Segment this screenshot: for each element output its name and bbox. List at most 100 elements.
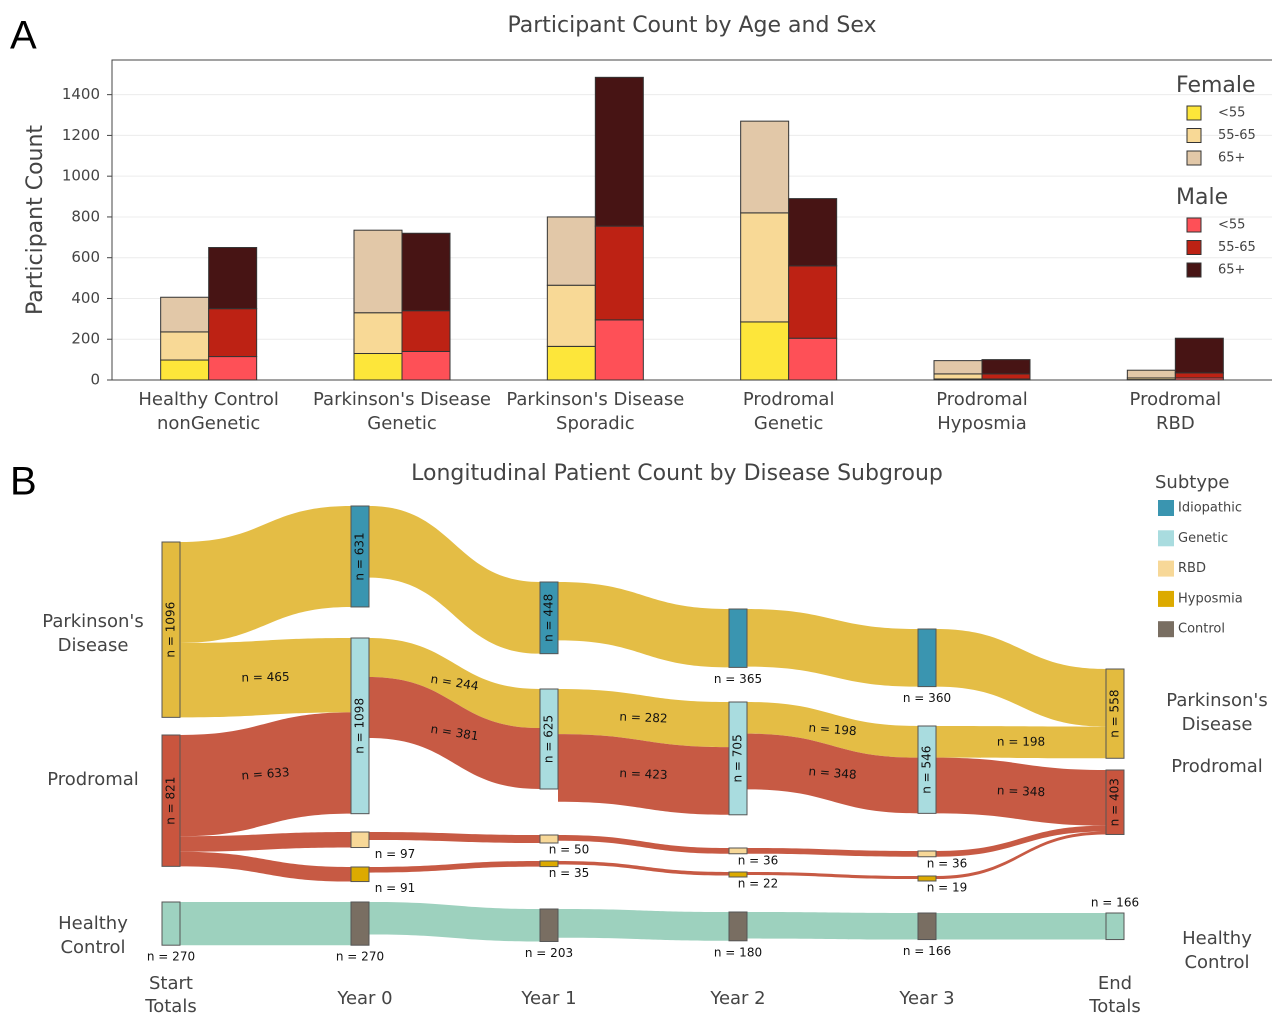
bar-segment (740, 321, 790, 381)
y-tick-label: 1200 (62, 126, 100, 144)
node (539, 688, 559, 790)
node-label: n = 91 (375, 881, 416, 895)
node-label: n = 203 (525, 946, 573, 960)
chart-title: Longitudinal Patient Count by Disease Su… (411, 461, 943, 486)
flow (369, 677, 540, 789)
bar-segment (933, 360, 983, 375)
flow (369, 638, 540, 729)
bar-segment (594, 319, 644, 381)
node (350, 505, 370, 608)
node-label: n = 50 (549, 843, 590, 857)
flow (936, 726, 1106, 759)
y-tick-label: 600 (71, 248, 100, 266)
flow (369, 861, 540, 873)
node (539, 908, 559, 942)
node (917, 875, 937, 882)
x-tick-label: nonGenetic (157, 413, 260, 434)
legend-label: 55-65 (1218, 128, 1256, 143)
y-tick-label: 400 (71, 289, 100, 307)
node-label: n = 270 (336, 950, 384, 964)
flow (180, 506, 351, 643)
node (161, 901, 181, 946)
flow (558, 909, 729, 941)
column-label: Start (149, 973, 193, 994)
bar-segment (788, 337, 838, 381)
flow (558, 689, 729, 748)
x-tick-label: Prodromal (743, 389, 835, 410)
bar-segment (740, 120, 790, 214)
legend-label: <55 (1218, 106, 1245, 121)
node (350, 637, 370, 815)
bar-segment (546, 284, 596, 347)
node-label: n = 546 (920, 746, 934, 794)
node-label: n = 448 (542, 594, 556, 642)
y-axis-title: Participant Count (23, 125, 48, 315)
flow-label: n = 423 (619, 766, 668, 782)
group-label: Disease (1182, 714, 1253, 735)
bar-segment (546, 216, 596, 286)
bar-segment (1126, 369, 1176, 379)
flow (936, 757, 1106, 826)
legend-label: Hyposmia (1178, 591, 1243, 606)
legend-label: Idiopathic (1178, 501, 1242, 516)
legend-label: 55-65 (1218, 240, 1256, 255)
node-label: n = 36 (738, 853, 779, 867)
flow (369, 902, 540, 942)
flow (558, 861, 729, 876)
node-label: n = 625 (542, 715, 556, 763)
legend-swatch (1186, 262, 1202, 278)
node (539, 860, 559, 868)
group-label: Healthy (1182, 928, 1252, 949)
y-tick-label: 1400 (62, 85, 100, 103)
panel-letter: A (10, 14, 37, 58)
bar-segment (208, 356, 258, 381)
flow (180, 712, 351, 837)
x-tick-label: Sporadic (556, 413, 635, 434)
legend-swatch (1158, 560, 1174, 577)
node-label: n = 19 (927, 881, 968, 895)
bar-segment (788, 265, 838, 339)
bar-segment (160, 296, 210, 333)
group-label: Control (1184, 952, 1249, 973)
column-label: Totals (144, 996, 196, 1015)
legend-swatch (1158, 500, 1174, 516)
flow (936, 825, 1106, 857)
group-label: Prodromal (47, 769, 139, 790)
flow (558, 734, 729, 815)
y-tick-label: 200 (71, 330, 100, 348)
node-label: n = 821 (164, 777, 178, 825)
bar-segment (1174, 372, 1224, 379)
x-tick-label: Genetic (754, 413, 823, 434)
axis-frame (111, 59, 1272, 381)
node-label: n = 1096 (164, 602, 178, 658)
legend-title: Subtype (1155, 472, 1229, 493)
legend-swatch (1186, 128, 1202, 143)
node (728, 871, 748, 878)
x-tick-label: Genetic (367, 413, 436, 434)
bar-segment (933, 373, 983, 380)
flow (936, 913, 1106, 940)
column-label: Year 2 (709, 988, 765, 1009)
node (1105, 769, 1125, 835)
flow (369, 832, 540, 843)
column-label: End (1098, 973, 1132, 994)
flow-label: n = 348 (997, 783, 1046, 799)
legend-swatch (1186, 217, 1202, 233)
flow (747, 872, 918, 880)
x-tick-label: Parkinson's Disease (506, 389, 684, 410)
y-tick-label: 800 (71, 207, 100, 225)
node (917, 912, 937, 941)
node (728, 911, 748, 942)
flow (369, 506, 540, 654)
flow (936, 831, 1106, 880)
legend-label: RBD (1178, 561, 1206, 576)
legend-label: <55 (1218, 218, 1245, 233)
flow (558, 582, 729, 668)
chart-title: Participant Count by Age and Sex (507, 13, 876, 38)
group-label: Disease (58, 635, 129, 656)
flow-label: n = 198 (997, 735, 1045, 749)
bar-segment (546, 345, 596, 381)
links (180, 506, 1106, 946)
legend-swatch (1186, 150, 1202, 166)
